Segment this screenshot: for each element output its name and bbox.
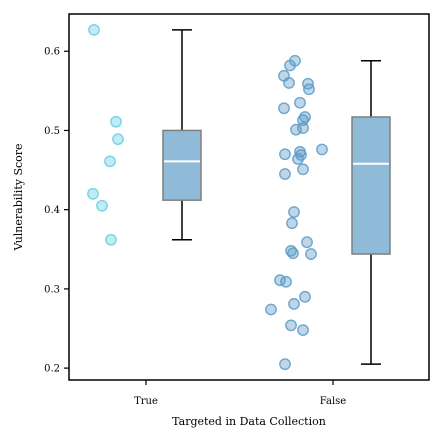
- y-tick-label: 0.3: [44, 284, 60, 295]
- y-tick-label: 0.2: [44, 364, 60, 375]
- data-point: [290, 123, 302, 136]
- data-point: [96, 199, 108, 212]
- data-point: [284, 59, 296, 72]
- data-point: [286, 217, 298, 230]
- data-point: [279, 148, 291, 161]
- data-point: [283, 77, 295, 89]
- data-point: [297, 324, 309, 336]
- data-point: [265, 303, 277, 316]
- points-layer: [87, 23, 328, 371]
- data-point: [297, 163, 309, 176]
- box: [162, 129, 202, 201]
- data-point: [288, 298, 300, 310]
- data-point: [280, 275, 292, 288]
- data-point: [112, 133, 124, 146]
- data-point: [287, 247, 299, 260]
- data-point: [87, 187, 99, 200]
- y-axis-label: Vulnerability Score: [12, 143, 25, 251]
- box: [351, 116, 391, 255]
- data-point: [88, 23, 100, 36]
- y-axis: 0.2 0.3 0.4 0.5 0.6: [44, 47, 69, 375]
- data-point: [279, 358, 291, 371]
- data-point: [299, 290, 311, 303]
- data-point: [288, 206, 300, 218]
- data-point: [316, 143, 328, 156]
- x-axis: True False: [134, 380, 346, 407]
- data-point: [301, 236, 313, 249]
- data-point: [110, 115, 122, 128]
- x-tick-label: True: [134, 396, 158, 407]
- y-tick-label: 0.5: [44, 126, 60, 137]
- data-point: [305, 248, 317, 260]
- y-tick-label: 0.4: [44, 205, 60, 216]
- x-tick-label: False: [320, 396, 347, 407]
- boxes-layer: [162, 29, 391, 365]
- data-point: [303, 83, 315, 96]
- data-point: [279, 168, 291, 180]
- data-point: [285, 319, 297, 332]
- data-point: [292, 153, 304, 165]
- plot-frame: [68, 13, 430, 381]
- data-point: [104, 155, 116, 168]
- data-point: [278, 102, 290, 115]
- data-point: [297, 114, 309, 127]
- x-axis-label: Targeted in Data Collection: [172, 415, 326, 428]
- y-tick-label: 0.6: [44, 47, 60, 58]
- data-point: [105, 233, 117, 246]
- data-point: [294, 96, 306, 109]
